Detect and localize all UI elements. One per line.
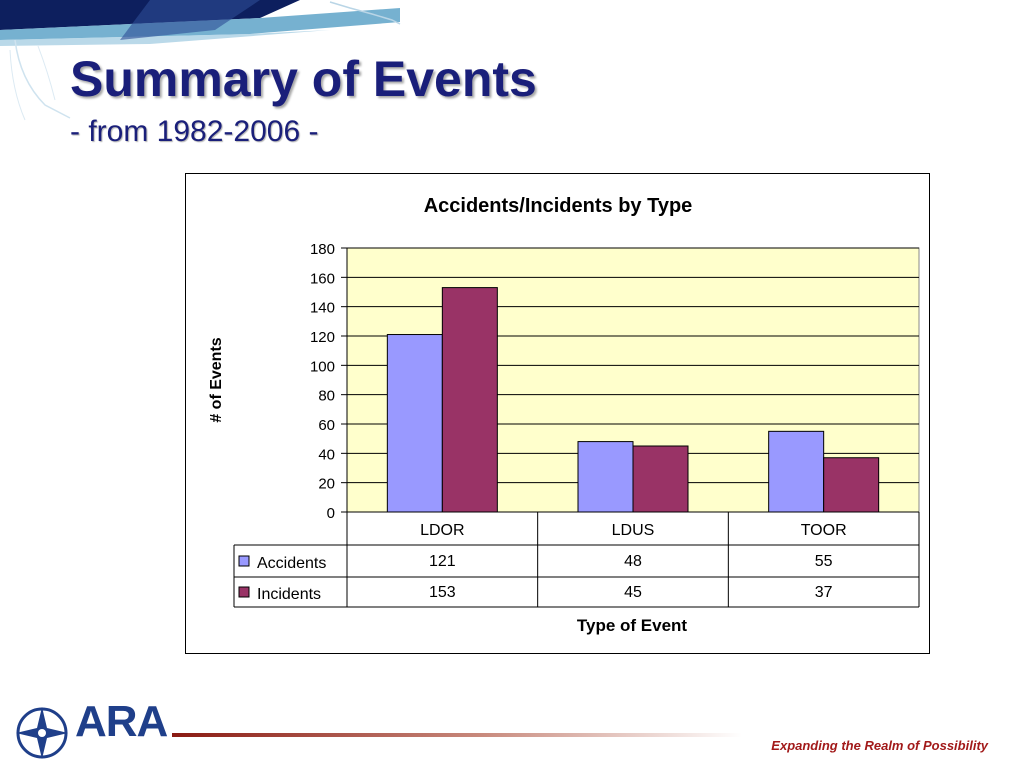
y-tick-label: 160 xyxy=(310,270,335,287)
bar-incidents-ldor xyxy=(441,287,498,513)
x-tick-label: LDUS xyxy=(612,522,655,539)
y-tick-label: 80 xyxy=(318,388,335,405)
data-label: 121 xyxy=(429,553,456,570)
legend-key-incidents xyxy=(238,586,250,598)
bars xyxy=(386,287,880,513)
slide-subtitle: - from 1982-2006 - xyxy=(70,115,319,148)
legend-label: Incidents xyxy=(257,586,321,603)
y-tick-label: 60 xyxy=(318,417,335,434)
y-tick-label: 120 xyxy=(310,329,335,346)
bar-accidents-ldor xyxy=(386,334,443,513)
bar-incidents-toor xyxy=(823,457,880,513)
x-axis-label: Type of Event xyxy=(577,616,688,635)
header-banner xyxy=(0,0,401,121)
data-label: 45 xyxy=(624,584,642,601)
y-axis-label: # of Events xyxy=(208,337,225,422)
slide-title: Summary of Events xyxy=(70,51,537,107)
footer xyxy=(16,707,742,759)
bar-accidents-toor xyxy=(768,430,825,513)
legend-label: Accidents xyxy=(257,555,326,572)
data-label: 37 xyxy=(815,584,833,601)
y-tick-label: 180 xyxy=(310,241,335,258)
bar-accidents-ldus xyxy=(577,441,634,513)
compass-star-icon xyxy=(16,707,68,759)
legend-key-accidents xyxy=(238,555,250,567)
x-tick-label: LDOR xyxy=(420,522,464,539)
footer-tagline: Expanding the Realm of Possibility xyxy=(771,738,988,753)
data-label: 55 xyxy=(815,553,833,570)
y-tick-label: 0 xyxy=(327,505,335,522)
x-tick-label: TOOR xyxy=(801,522,847,539)
y-tick-label: 100 xyxy=(310,358,335,375)
y-tick-label: 20 xyxy=(318,476,335,493)
data-label: 48 xyxy=(624,553,642,570)
chart-frame: 0 20 40 60 80 100 120 140 160 180 LDOR LDUS TOOR Acc… xyxy=(185,173,930,654)
y-tick-label: 40 xyxy=(318,446,335,463)
footer-rule xyxy=(172,733,742,737)
bar-incidents-ldus xyxy=(632,445,689,513)
ara-logo: ARA xyxy=(75,697,168,746)
data-label: 153 xyxy=(429,584,456,601)
chart-title: Accidents/Incidents by Type xyxy=(424,195,693,217)
bar-chart: 0 20 40 60 80 100 120 140 160 180 LDOR LDUS TOOR Acc… xyxy=(208,195,920,635)
y-tick-label: 140 xyxy=(310,300,335,317)
y-axis: 0 20 40 60 80 100 120 140 160 180 xyxy=(310,241,348,522)
data-table: LDOR LDUS TOOR Accidents 121 48 55 Incidents 153… xyxy=(233,512,920,608)
